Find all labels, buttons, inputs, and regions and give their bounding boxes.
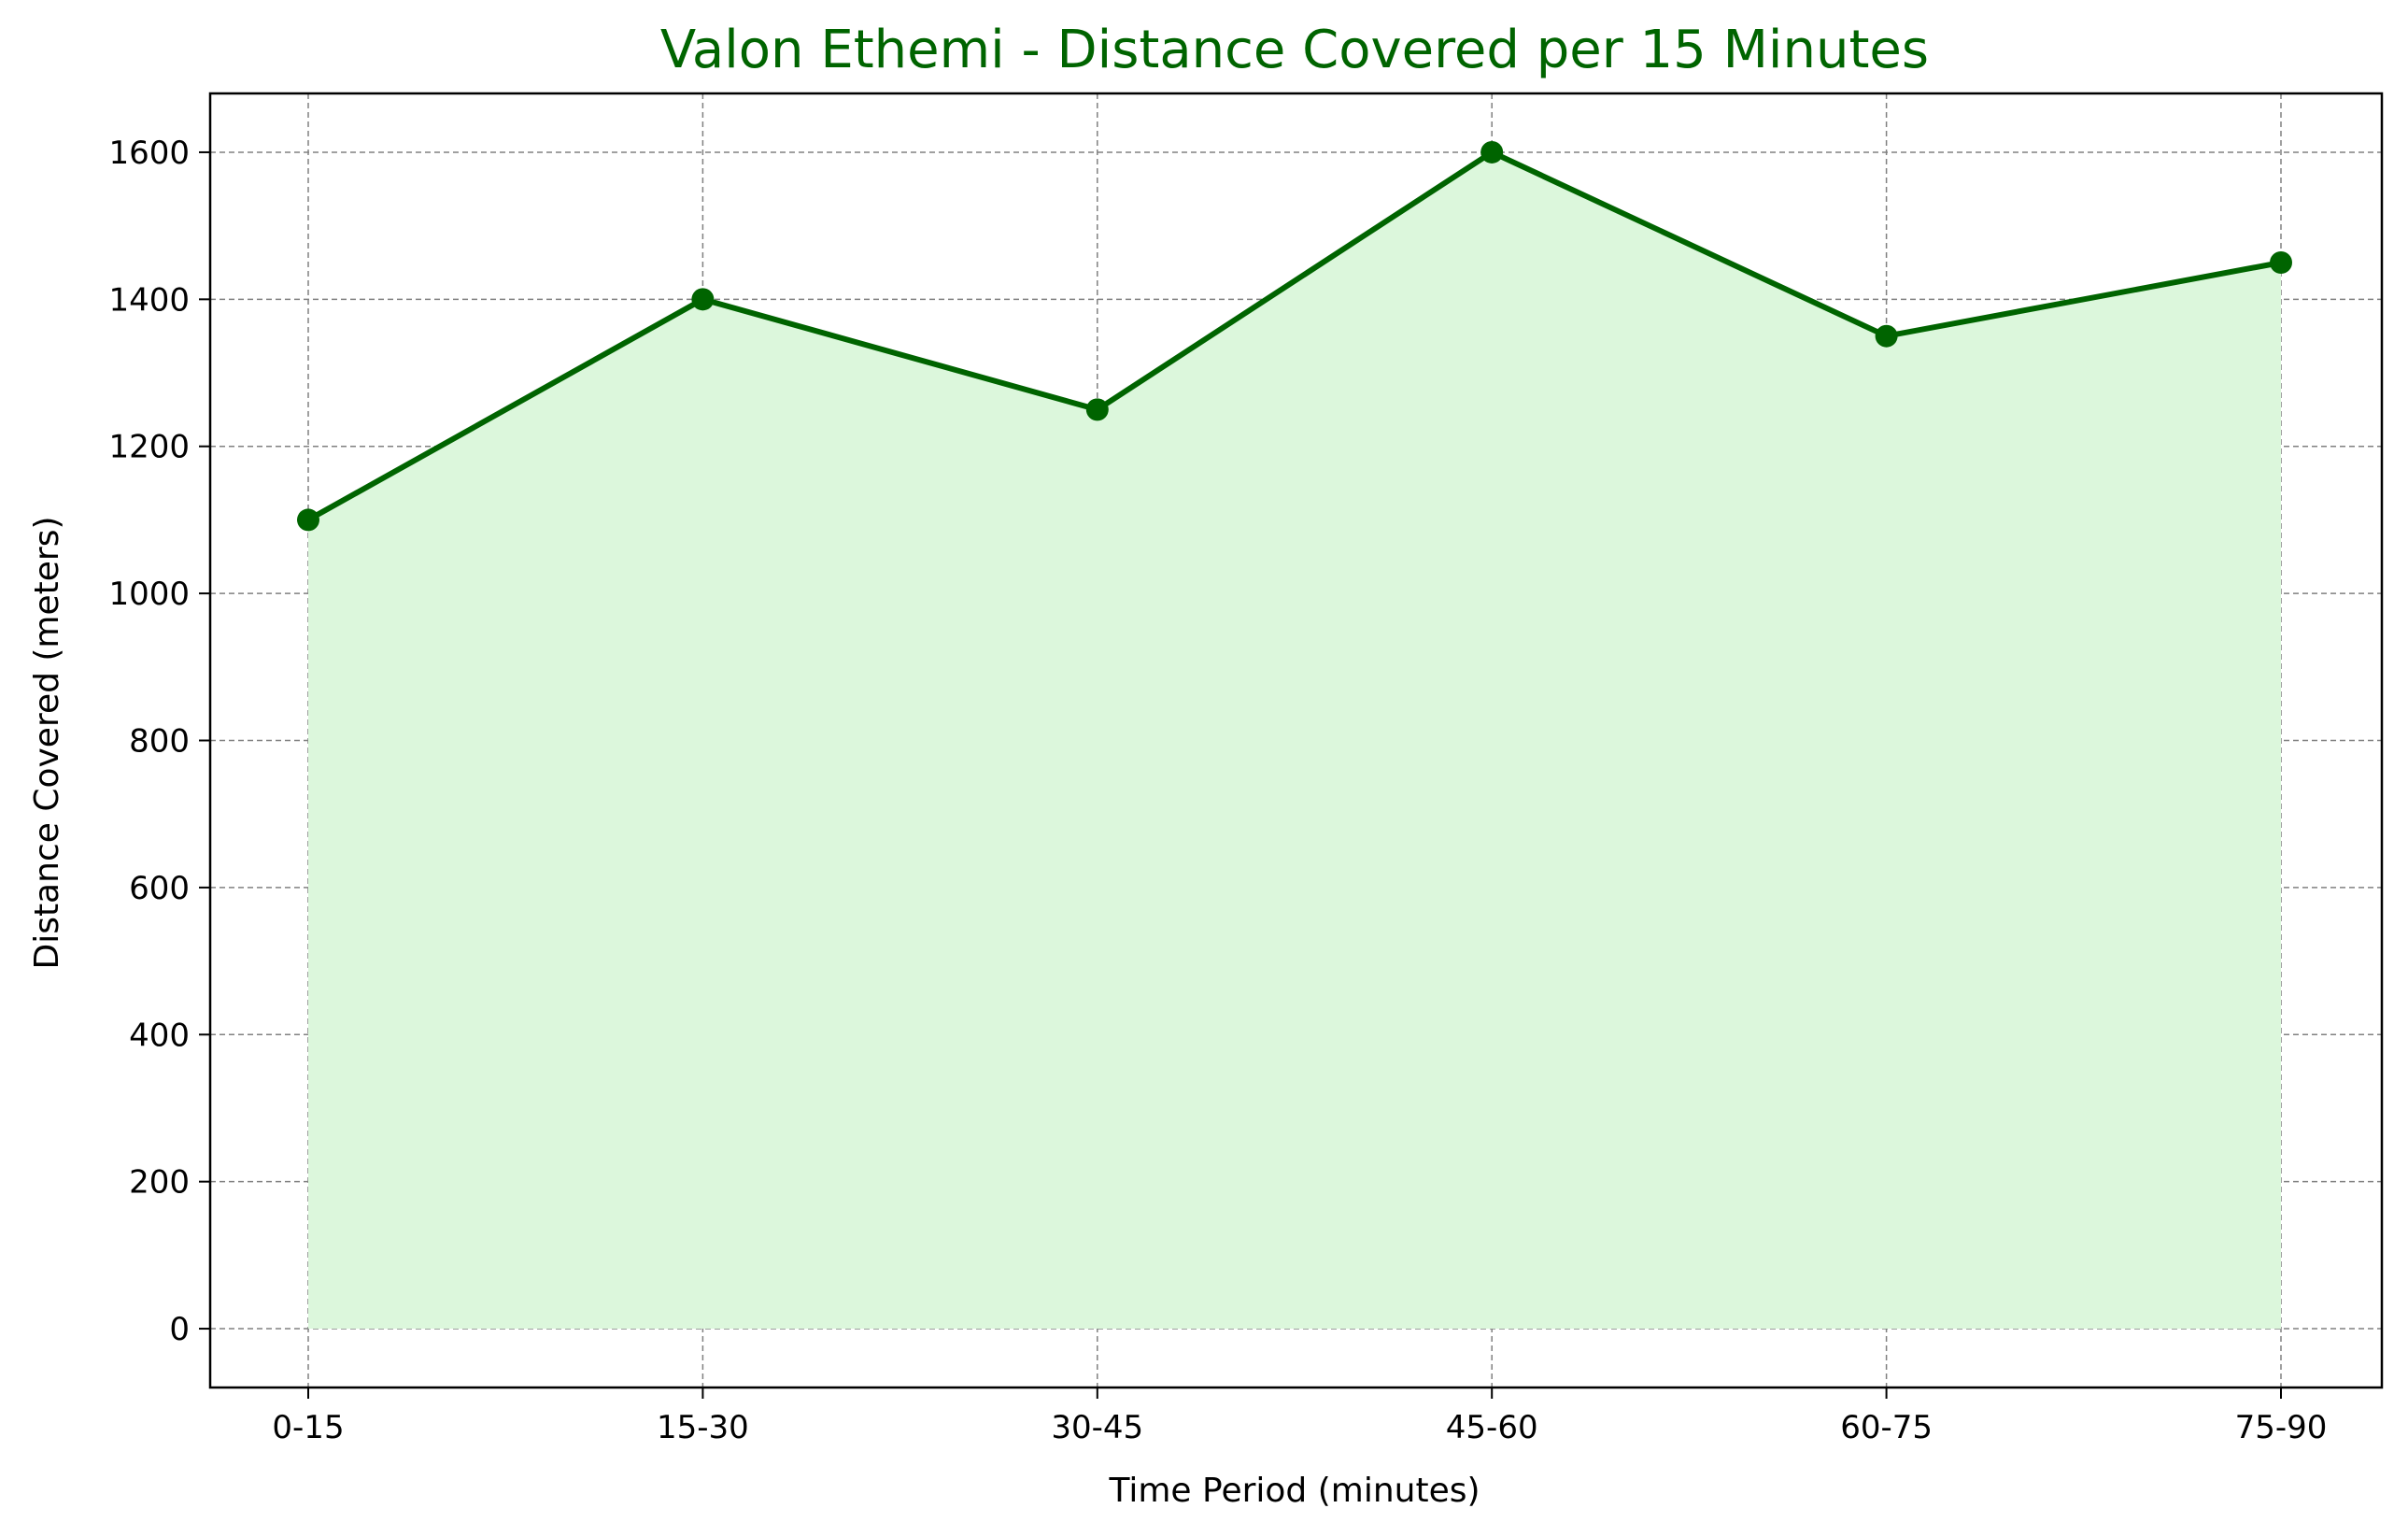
x-tick-label: 30-45 <box>1051 1409 1143 1446</box>
y-tick-label: 1400 <box>108 281 190 319</box>
x-tick-label: 15-30 <box>657 1409 749 1446</box>
data-point-75-90 <box>2270 250 2292 274</box>
series-line <box>306 149 2282 523</box>
chart-title: Valon Ethemi - Distance Covered per 15 M… <box>660 20 1929 80</box>
x-tick-label: 45-60 <box>1446 1409 1538 1446</box>
data-point-15-30 <box>691 288 715 311</box>
y-tick-label: 800 <box>129 723 190 761</box>
y-tick-label: 1000 <box>108 576 190 613</box>
x-axis-label: Time Period (minutes) <box>1108 1472 1480 1510</box>
x-axis-ticks: 0-15 15-30 30-45 45-60 60-75 75-90 <box>272 1388 2327 1446</box>
data-point-45-60 <box>1480 140 1504 164</box>
y-tick-label: 1200 <box>108 429 190 466</box>
y-axis-ticks: 0 200 400 600 800 1000 1200 1400 1600 <box>108 135 210 1348</box>
x-tick-label: 0-15 <box>272 1409 344 1446</box>
x-tick-label: 75-90 <box>2235 1409 2328 1446</box>
area-fill <box>308 151 2281 1330</box>
y-tick-label: 200 <box>129 1164 190 1202</box>
data-markers <box>297 140 2292 532</box>
data-point-60-75 <box>1875 324 1898 348</box>
data-point-30-45 <box>1085 398 1109 421</box>
y-tick-label: 600 <box>129 870 190 907</box>
y-tick-label: 0 <box>169 1311 190 1348</box>
x-tick-label: 60-75 <box>1840 1409 1933 1446</box>
data-point-0-15 <box>297 508 319 532</box>
y-tick-label: 400 <box>129 1017 190 1054</box>
y-axis-label: Distance Covered (meters) <box>28 516 66 969</box>
y-tick-label: 1600 <box>108 135 190 172</box>
